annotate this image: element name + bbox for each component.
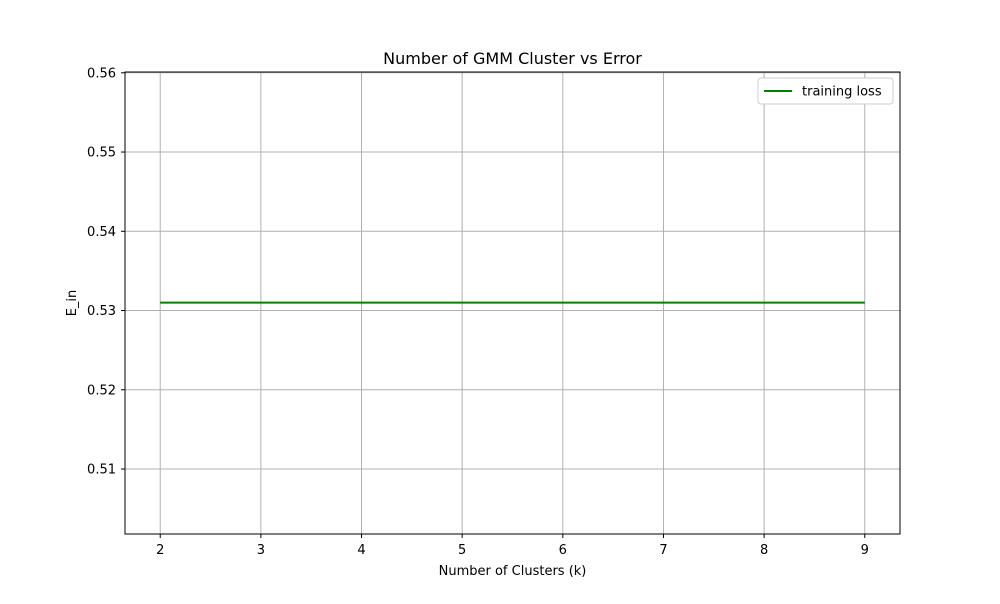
y-tick-label: 0.56 (87, 66, 116, 81)
y-tick-label: 0.54 (87, 225, 116, 240)
x-tick-label: 6 (559, 543, 567, 558)
x-tick-label: 8 (760, 543, 768, 558)
y-tick-label: 0.55 (87, 146, 116, 161)
x-tick-label: 9 (861, 543, 869, 558)
y-tick-label: 0.51 (87, 463, 116, 478)
x-tick-label: 4 (357, 543, 365, 558)
y-axis-label: E_in (65, 290, 80, 317)
chart-title: Number of GMM Cluster vs Error (383, 49, 642, 68)
x-tick-label: 7 (659, 543, 667, 558)
legend-label-training-loss: training loss (802, 85, 882, 100)
x-tick-label: 3 (257, 543, 265, 558)
y-tick-label: 0.52 (87, 383, 116, 398)
plot-frame (124, 71, 901, 535)
y-tick-label: 0.53 (87, 304, 116, 319)
x-axis-label: Number of Clusters (k) (439, 564, 587, 579)
legend-box (757, 77, 894, 105)
legend: training loss (757, 77, 894, 105)
axis-ticks: 2 3 4 5 6 7 8 9 0.51 0.52 0.53 0.54 0.55 0.56 (87, 66, 869, 558)
x-tick-label: 5 (458, 543, 466, 558)
x-tick-label: 2 (156, 543, 164, 558)
